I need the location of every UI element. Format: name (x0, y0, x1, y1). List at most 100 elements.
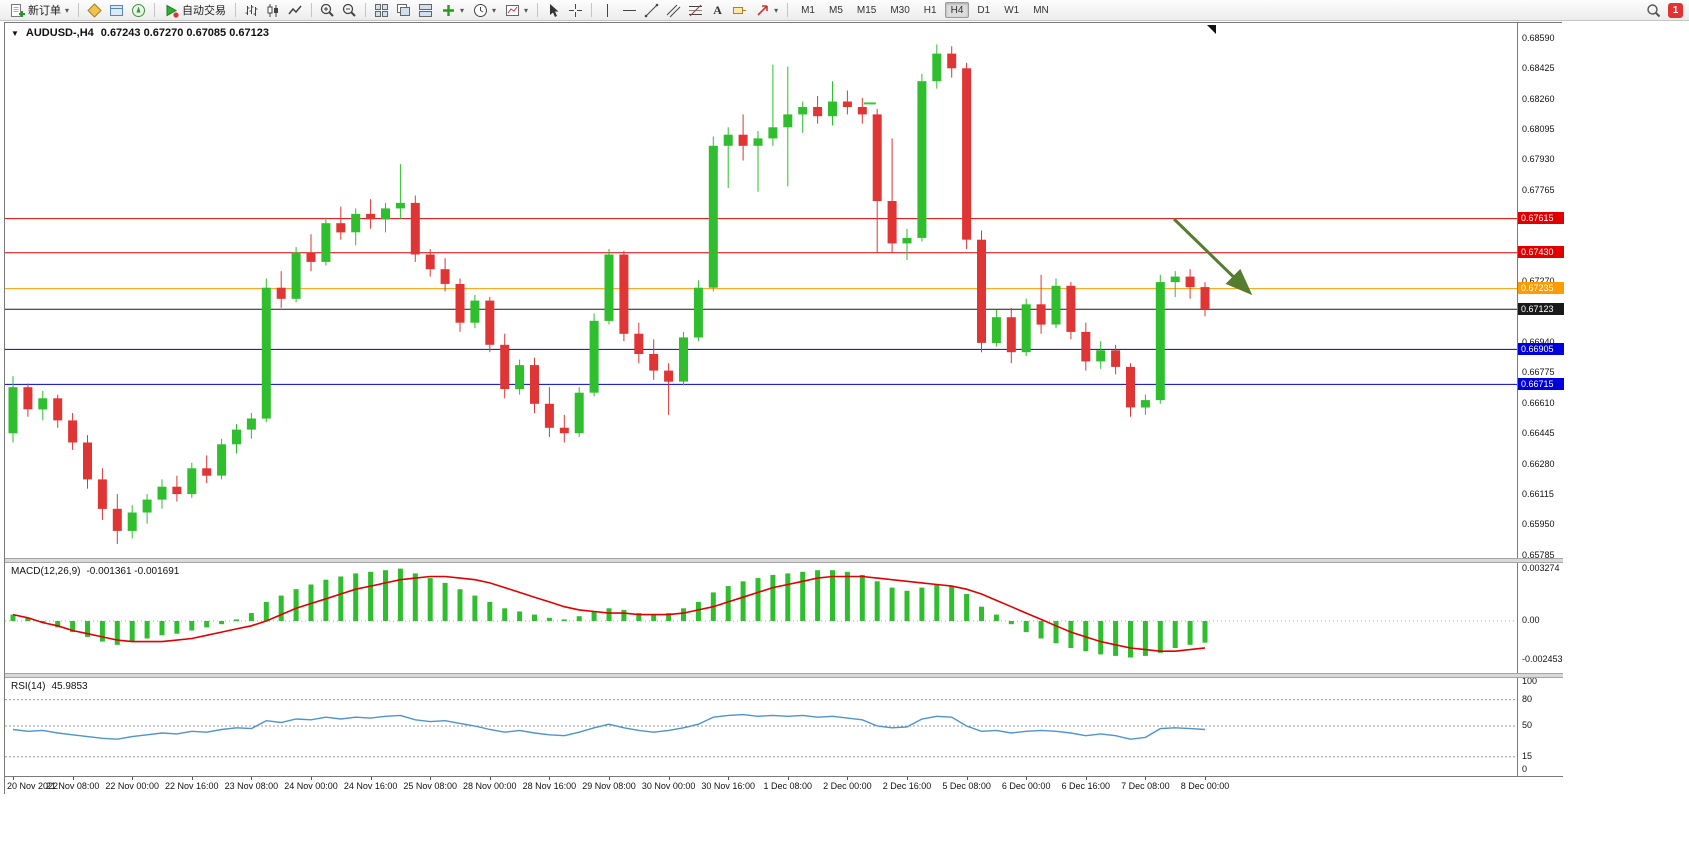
timeframe-button-m30[interactable]: M30 (890, 5, 910, 16)
timeframe-button-h4[interactable]: H4 (944, 2, 970, 18)
autoscroll-marker-icon[interactable] (1207, 25, 1216, 34)
chevron-down-icon: ▾ (774, 5, 779, 15)
time-tick (489, 777, 491, 780)
tile-windows-button[interactable] (371, 1, 392, 19)
periods-button[interactable]: ▾ (469, 1, 500, 19)
templates-button[interactable]: ▾ (501, 1, 532, 19)
toolbar-separator (235, 3, 237, 17)
arrange-windows-button[interactable] (415, 1, 436, 19)
toolbar-separator (78, 3, 80, 17)
pane-splitter[interactable] (5, 558, 1563, 563)
price-tick-label: 0.65950 (1522, 519, 1555, 530)
macd-label: MACD(12,26,9) -0.001361 -0.001691 (11, 566, 179, 577)
arrows-tool-button[interactable]: ▾ (751, 1, 782, 19)
autotrading-button[interactable]: 自动交易 (160, 1, 230, 19)
collapse-icon[interactable]: ▼ (11, 28, 19, 38)
horizontal-line-tool-button[interactable] (619, 1, 640, 19)
trendline-tool-button[interactable] (641, 1, 662, 19)
notification-badge[interactable]: 1 (1668, 2, 1683, 18)
price-level-badge[interactable]: 0.67123 (1518, 302, 1564, 315)
time-axis-label: 6 Dec 16:00 (1061, 781, 1111, 791)
market-watch-icon (87, 2, 102, 18)
time-axis[interactable]: 20 Nov 2022 21 Nov 08:00 22 Nov 00:00 22 No… (5, 776, 1563, 794)
time-axis-label: 5 Dec 08:00 (942, 781, 991, 791)
price-level-badge[interactable]: 0.67615 (1518, 212, 1564, 225)
crosshair-icon (569, 3, 583, 17)
market-watch-button[interactable] (84, 1, 105, 19)
channel-icon (666, 4, 681, 17)
navigator-icon (132, 3, 146, 17)
time-tick (132, 777, 134, 780)
text-icon: A (713, 2, 722, 17)
time-tick (311, 777, 312, 780)
timeframe-button-h1[interactable]: H1 (923, 5, 937, 16)
rsi-indicator-pane[interactable] (5, 678, 1517, 776)
candlestick-chart[interactable] (5, 23, 1517, 558)
zoom-out-button[interactable] (339, 1, 360, 19)
price-level-badge[interactable]: 0.66715 (1518, 377, 1564, 390)
time-axis-label: 7 Dec 08:00 (1121, 781, 1170, 791)
time-axis-label: 8 Dec 00:00 (1180, 781, 1230, 791)
data-window-button[interactable] (106, 1, 127, 19)
add-indicator-button[interactable]: ▾ (437, 1, 468, 19)
arrange-windows-icon (419, 3, 433, 17)
timeframe-button-m15[interactable]: M15 (856, 5, 877, 16)
price-level-badge[interactable]: 0.67235 (1518, 282, 1564, 295)
macd-indicator-pane[interactable] (5, 563, 1517, 673)
toolbar-separator (154, 3, 156, 17)
search-button[interactable] (1643, 1, 1664, 19)
price-axis[interactable]: 0.68590 0.68425 0.68260 0.68095 0.67930 0.677… (1517, 23, 1564, 776)
toolbar-separator (537, 3, 539, 17)
time-tick (1205, 777, 1206, 780)
cascade-windows-button[interactable] (393, 1, 414, 19)
price-tick-label: 0.66280 (1522, 458, 1555, 469)
chart-window[interactable]: ▼ AUDUSD-,H4 0.67243 0.67270 0.67085 0.6… (4, 22, 1564, 794)
chevron-down-icon: ▾ (460, 5, 465, 15)
price-tick-label: 0.68425 (1522, 63, 1555, 74)
text-label-tool-button[interactable] (729, 1, 750, 19)
timeframe-button-m5[interactable]: M5 (828, 5, 843, 16)
timeframe-button-mn[interactable]: MN (1033, 5, 1049, 16)
bar-chart-button[interactable] (241, 1, 262, 19)
price-tick-label: 0.67270 (1522, 276, 1555, 286)
time-tick (72, 777, 74, 780)
rsi-value: 45.9853 (51, 681, 88, 692)
navigator-button[interactable] (128, 1, 149, 19)
price-tick-label: 0.66445 (1522, 428, 1555, 439)
price-level-badge[interactable]: 0.66905 (1518, 342, 1564, 355)
price-tick-label: 0.68095 (1522, 124, 1555, 135)
timeframe-button-d1[interactable]: D1 (977, 5, 991, 16)
zoom-in-button[interactable] (317, 1, 338, 19)
time-axis-label: 2 Dec 16:00 (882, 781, 932, 791)
chevron-down-icon: ▾ (492, 5, 497, 15)
price-tick-label: 0.66610 (1522, 397, 1555, 408)
price-tick-label: 0.67765 (1522, 184, 1555, 195)
symbol-period-label: AUDUSD-,H4 (25, 27, 94, 39)
crosshair-tool-button[interactable] (565, 1, 586, 19)
new-order-button[interactable]: 新订单 ▾ (6, 1, 73, 19)
cascade-windows-icon (397, 3, 411, 16)
candlestick-chart-button[interactable] (263, 1, 284, 19)
macd-tick-label: 0.00 (1522, 615, 1540, 625)
fibonacci-tool-button[interactable] (685, 1, 706, 19)
timeframe-button-m1[interactable]: M1 (801, 5, 815, 16)
line-chart-button[interactable] (285, 1, 306, 19)
channel-tool-button[interactable] (663, 1, 684, 19)
timeframe-button-w1[interactable]: W1 (1004, 5, 1020, 16)
candlestick-chart-icon (267, 3, 279, 17)
time-tick (1085, 777, 1087, 780)
text-tool-button[interactable]: A (707, 1, 728, 19)
zoom-in-icon (320, 3, 334, 17)
pane-splitter[interactable] (5, 673, 1563, 678)
toolbar-right-group: 1 (1643, 1, 1683, 19)
rsi-tick-label: 0 (1522, 764, 1528, 774)
time-axis-label: 6 Dec 00:00 (1001, 781, 1051, 791)
cursor-tool-button[interactable] (543, 1, 564, 19)
chevron-down-icon: ▾ (524, 5, 529, 15)
add-indicator-icon (443, 4, 455, 16)
macd-name: MACD(12,26,9) (11, 566, 81, 577)
vertical-line-tool-button[interactable] (597, 1, 618, 19)
ohlc-values: 0.67243 0.67270 0.67085 0.67123 (100, 27, 269, 39)
time-tick (668, 777, 670, 780)
price-level-badge[interactable]: 0.67430 (1518, 246, 1564, 259)
